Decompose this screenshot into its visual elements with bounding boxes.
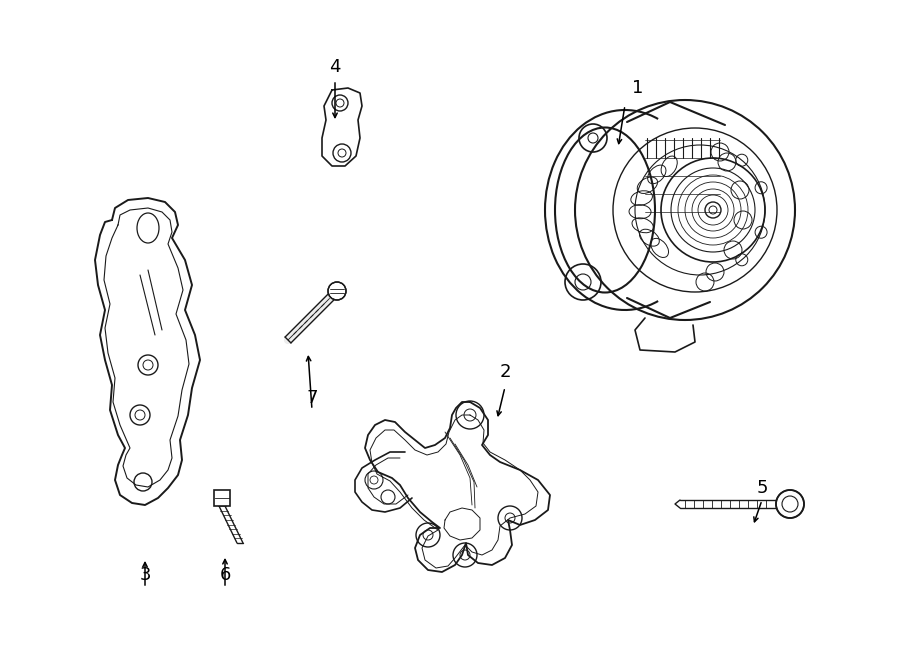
Text: 4: 4 [329,58,341,76]
FancyBboxPatch shape [214,490,230,506]
Text: 3: 3 [140,566,151,584]
Text: 6: 6 [220,566,230,584]
Text: 1: 1 [633,79,643,97]
Text: 7: 7 [306,389,318,407]
Text: 5: 5 [756,479,768,497]
Text: 2: 2 [500,363,511,381]
Circle shape [776,490,804,518]
Circle shape [328,282,346,300]
